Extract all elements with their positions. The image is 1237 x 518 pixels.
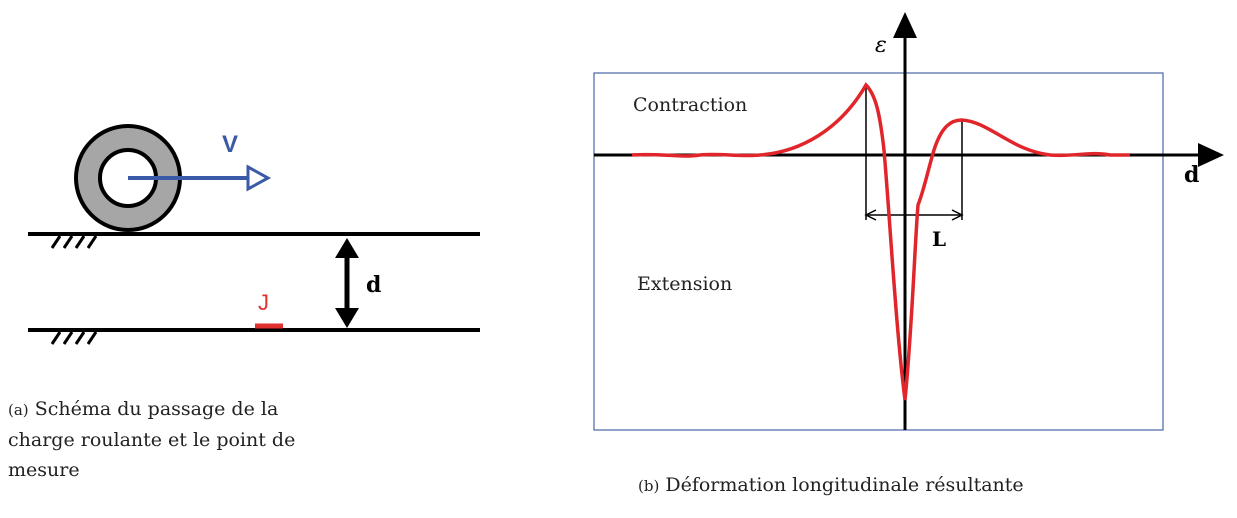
y-axis-head [893,12,917,38]
gauge-label: J [258,290,269,315]
left-schematic: V d J [28,124,480,345]
strain-curve [631,82,1130,401]
caption-text: Déformation longitudinale résultante [665,474,1024,496]
speed-label: V [222,131,238,158]
caption-tag: (a) [8,401,29,419]
hatching [50,235,98,345]
caption-tag: (b) [638,477,660,495]
strain-plot: ε d Contraction Extension L [593,12,1224,431]
lower-region: Extension [637,273,732,295]
depth-label: d [366,272,381,298]
plot-frame [593,72,1164,431]
caption-b: (b) Déformation longitudinale résultante [638,470,1024,501]
x-axis-label: d [1184,162,1199,188]
width-arrowheads [864,209,964,221]
depth-arrowheads [335,238,359,328]
upper-region: Contraction [633,94,747,116]
speed-arrowhead [246,164,272,192]
y-axis-label: ε [875,33,887,58]
width-label: L [932,227,946,251]
x-axis-head [1198,143,1224,167]
caption-a: (a) Schéma du passage de la charge roula… [8,394,338,485]
caption-text: Schéma du passage de la charge roulante … [8,398,296,481]
